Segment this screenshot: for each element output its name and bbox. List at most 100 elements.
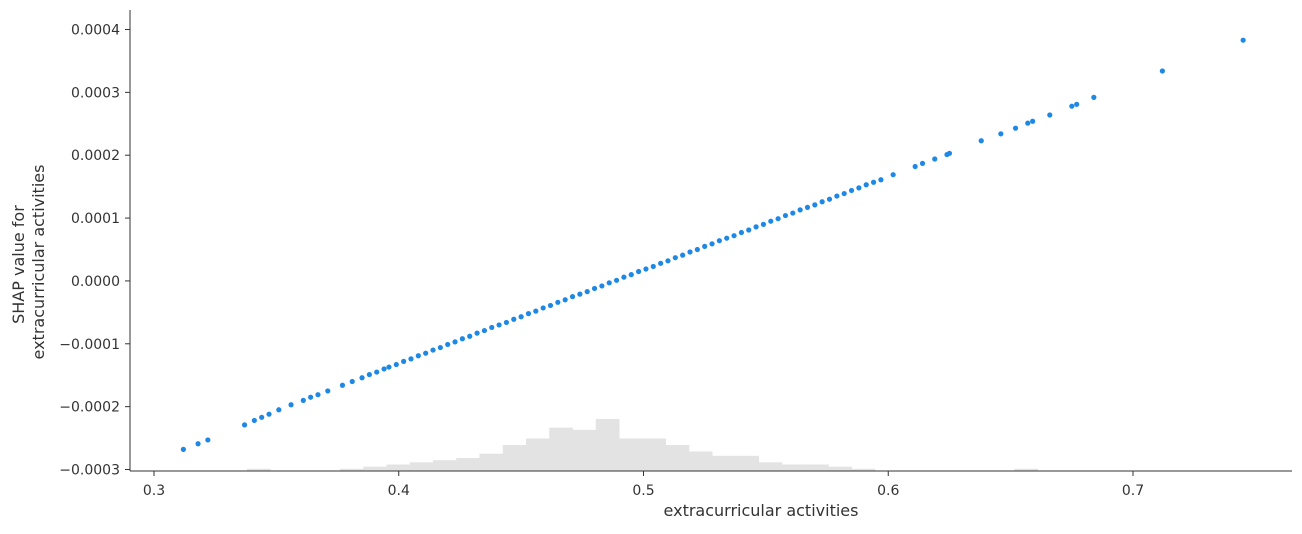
data-point xyxy=(978,138,984,144)
data-point xyxy=(819,199,825,205)
data-point xyxy=(474,330,480,336)
data-point xyxy=(1012,125,1019,131)
data-point xyxy=(834,193,840,199)
data-point xyxy=(782,212,789,219)
y-tick-label: 0.0003 xyxy=(71,85,120,101)
y-axis-title-line-1: SHAP value for xyxy=(9,205,28,324)
data-point xyxy=(503,319,510,326)
data-point xyxy=(584,289,590,295)
data-point xyxy=(300,397,306,403)
data-point xyxy=(890,172,896,178)
data-point xyxy=(569,294,576,300)
data-point xyxy=(259,414,265,420)
histogram-bar xyxy=(851,468,876,471)
y-tick-label: 0.0000 xyxy=(71,274,120,290)
data-point xyxy=(753,224,759,230)
histogram-bar xyxy=(642,438,667,471)
x-tick-label: 0.3 xyxy=(143,483,165,499)
histogram-bar xyxy=(340,468,364,471)
histogram-bar xyxy=(433,460,457,471)
data-point xyxy=(768,218,774,224)
y-axis-title: SHAP value for extracurricular activitie… xyxy=(9,165,48,360)
data-point xyxy=(709,241,715,247)
data-point xyxy=(628,272,634,278)
data-point xyxy=(687,249,693,255)
histogram-bar xyxy=(479,453,504,471)
data-point xyxy=(621,274,627,280)
histogram-bar xyxy=(665,445,690,471)
data-point xyxy=(613,277,620,283)
x-tick-label: 0.6 xyxy=(877,483,899,499)
data-point xyxy=(848,187,855,194)
y-tick-label: −0.0003 xyxy=(59,463,120,479)
data-point xyxy=(366,371,372,378)
data-point xyxy=(1159,68,1165,74)
histogram-bar xyxy=(247,468,271,471)
data-point xyxy=(533,308,539,314)
y-tick-label: 0.0002 xyxy=(71,148,120,164)
data-point xyxy=(386,364,392,370)
data-point xyxy=(932,156,938,162)
data-point xyxy=(1240,37,1246,43)
scatter-points-layer xyxy=(180,37,1246,452)
data-point xyxy=(804,204,811,210)
data-point xyxy=(393,361,399,368)
data-point xyxy=(694,246,700,253)
histogram-bar xyxy=(502,445,527,471)
data-point xyxy=(1074,101,1080,107)
histogram-bar xyxy=(386,464,411,471)
x-tick-label: 0.5 xyxy=(632,483,654,499)
data-point xyxy=(738,229,745,236)
data-point xyxy=(790,210,796,216)
data-point xyxy=(1030,118,1036,124)
data-point xyxy=(481,327,488,334)
data-point xyxy=(467,333,473,339)
data-point xyxy=(919,160,926,166)
data-point xyxy=(577,291,583,297)
histogram-bar xyxy=(735,455,760,471)
data-point xyxy=(349,378,355,385)
data-point xyxy=(1069,103,1075,109)
data-point xyxy=(415,353,421,359)
data-point xyxy=(195,441,201,447)
data-point xyxy=(547,302,554,309)
data-point xyxy=(760,221,767,227)
data-point xyxy=(205,437,211,443)
histogram-bar xyxy=(781,464,806,471)
data-point xyxy=(870,179,877,185)
data-point xyxy=(1025,120,1031,126)
data-point xyxy=(856,185,862,191)
data-point xyxy=(445,341,451,348)
data-point xyxy=(339,382,346,388)
data-point xyxy=(775,216,781,222)
histogram-bar xyxy=(549,427,574,471)
histogram-bar xyxy=(758,462,783,471)
data-point xyxy=(746,227,752,233)
histogram-bar xyxy=(619,438,643,471)
data-point xyxy=(826,196,833,202)
data-point xyxy=(408,356,414,362)
data-point xyxy=(812,202,818,208)
x-tick-label: 0.4 xyxy=(388,483,410,499)
histogram-bar xyxy=(526,438,550,471)
histogram-bar xyxy=(828,466,853,471)
data-point xyxy=(702,243,708,249)
data-point xyxy=(724,235,730,241)
data-point xyxy=(1047,112,1053,118)
x-axis-ticks: 0.3 0.4 0.5 0.6 0.7 xyxy=(143,471,1144,499)
data-point xyxy=(325,388,331,394)
data-point xyxy=(511,316,517,322)
histogram-bar xyxy=(805,464,829,471)
data-point xyxy=(308,394,314,400)
data-point xyxy=(863,182,869,188)
data-point xyxy=(381,366,387,372)
data-point xyxy=(459,336,465,342)
histogram-bar xyxy=(409,462,434,471)
histogram-layer xyxy=(247,419,1039,471)
data-point xyxy=(643,266,649,272)
data-point xyxy=(797,207,803,213)
histogram-bar xyxy=(688,451,713,471)
y-tick-label: 0.0004 xyxy=(71,23,120,39)
data-point xyxy=(946,150,953,156)
